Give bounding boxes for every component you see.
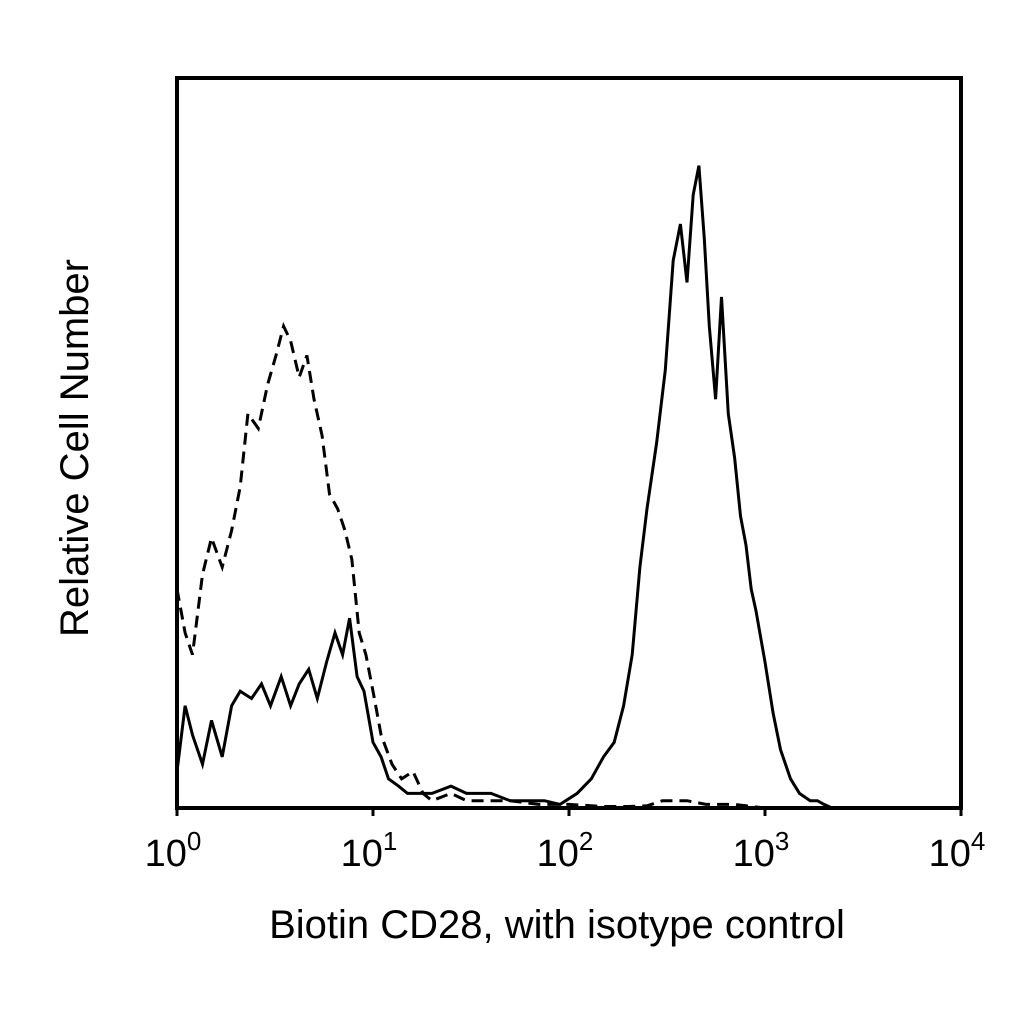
- x-tick-exponent: 2: [579, 826, 593, 856]
- series-layer: [175, 165, 847, 810]
- x-tick-exponent: 4: [971, 826, 985, 856]
- x-tick-label: 100: [145, 826, 202, 875]
- y-axis-label: Relative Cell Number: [53, 259, 97, 637]
- cd28-histogram: [175, 165, 847, 810]
- x-tick-exponent: 0: [187, 826, 201, 856]
- x-tick-exponent: 3: [775, 826, 789, 856]
- x-tick-base: 10: [537, 833, 579, 875]
- x-tick-base: 10: [929, 833, 971, 875]
- isotype-control-histogram: [175, 321, 766, 810]
- x-tick-label: 101: [341, 826, 398, 875]
- x-tick-base: 10: [733, 833, 775, 875]
- x-tick-base: 10: [341, 833, 383, 875]
- x-tick-label: 102: [537, 826, 594, 875]
- x-tick-base: 10: [145, 833, 187, 875]
- x-tick-label: 103: [733, 826, 790, 875]
- x-tick-exponent: 1: [383, 826, 397, 856]
- x-axis-label: Biotin CD28, with isotype control: [269, 903, 845, 947]
- x-tick-label: 104: [929, 826, 986, 875]
- x-tick-layer: 100 101 102 103 104: [145, 808, 986, 875]
